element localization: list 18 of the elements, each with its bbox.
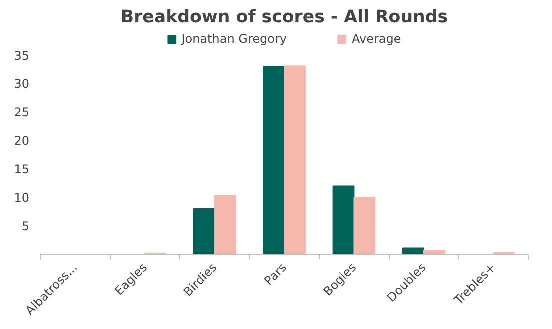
bar — [332, 186, 355, 254]
y-tick-label: 5 — [22, 220, 30, 234]
bar — [214, 195, 236, 254]
bar — [354, 197, 376, 254]
y-tick-label: 20 — [14, 134, 30, 148]
y-tick-label: 10 — [14, 191, 30, 206]
y-tick-label: 25 — [14, 106, 30, 120]
bar — [284, 66, 306, 254]
bar — [423, 250, 446, 254]
bar — [193, 208, 216, 254]
chart-title: Breakdown of scores - All Rounds — [120, 8, 448, 28]
bar — [263, 66, 285, 254]
legend-label: Average — [352, 32, 402, 46]
y-tick-label: 30 — [14, 77, 30, 92]
bar — [402, 248, 424, 254]
y-tick-label: 35 — [14, 48, 30, 63]
y-tick-label: 15 — [14, 162, 30, 177]
legend-label: Jonathan Gregory — [182, 32, 287, 46]
